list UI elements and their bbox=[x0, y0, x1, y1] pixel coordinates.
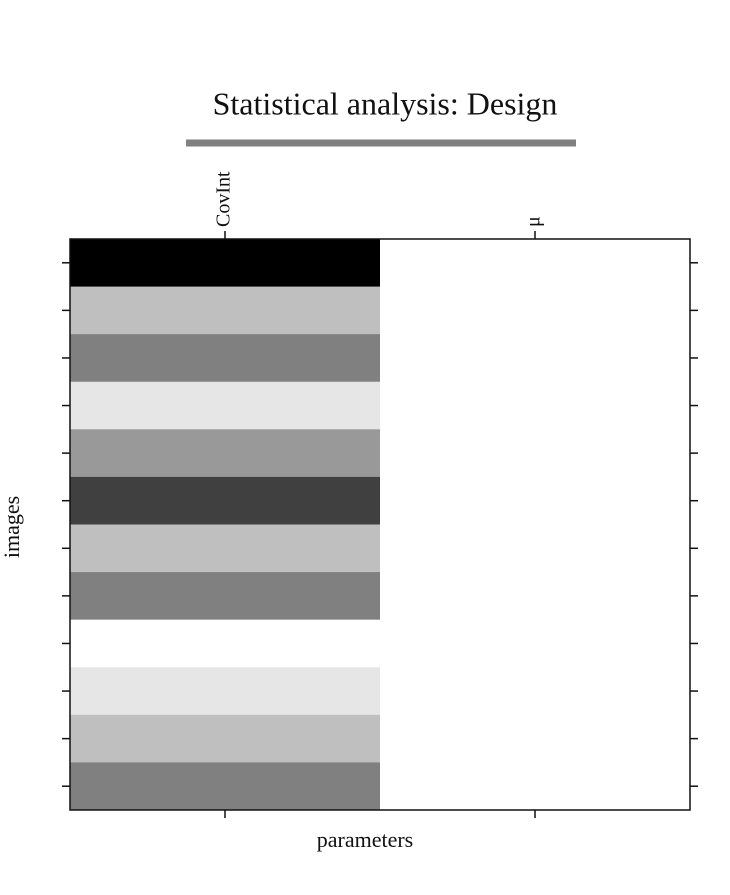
chart-title: Statistical analysis: Design bbox=[213, 85, 558, 121]
cell bbox=[70, 429, 381, 478]
cell bbox=[380, 239, 691, 288]
y-axis-label: images bbox=[0, 496, 24, 558]
cell bbox=[380, 286, 691, 335]
cell bbox=[380, 334, 691, 383]
cell bbox=[70, 667, 381, 716]
cell bbox=[380, 667, 691, 716]
cell bbox=[70, 286, 381, 335]
cell bbox=[380, 429, 691, 478]
column-label: CovInt bbox=[213, 171, 235, 227]
cell bbox=[70, 524, 381, 573]
x-axis-label: parameters bbox=[317, 827, 414, 852]
cell bbox=[70, 334, 381, 383]
cell bbox=[70, 476, 381, 525]
cell bbox=[70, 572, 381, 621]
cell bbox=[70, 762, 381, 811]
cell bbox=[380, 762, 691, 811]
plot-frame bbox=[69, 238, 691, 811]
cell bbox=[70, 714, 381, 763]
cell bbox=[380, 572, 691, 621]
cell bbox=[70, 239, 381, 288]
cell bbox=[380, 619, 691, 668]
cell bbox=[380, 524, 691, 573]
cell bbox=[380, 714, 691, 763]
column-label: μ bbox=[523, 216, 545, 227]
cell bbox=[380, 476, 691, 525]
cell bbox=[70, 619, 381, 668]
cell bbox=[70, 381, 381, 430]
cell bbox=[380, 381, 691, 430]
